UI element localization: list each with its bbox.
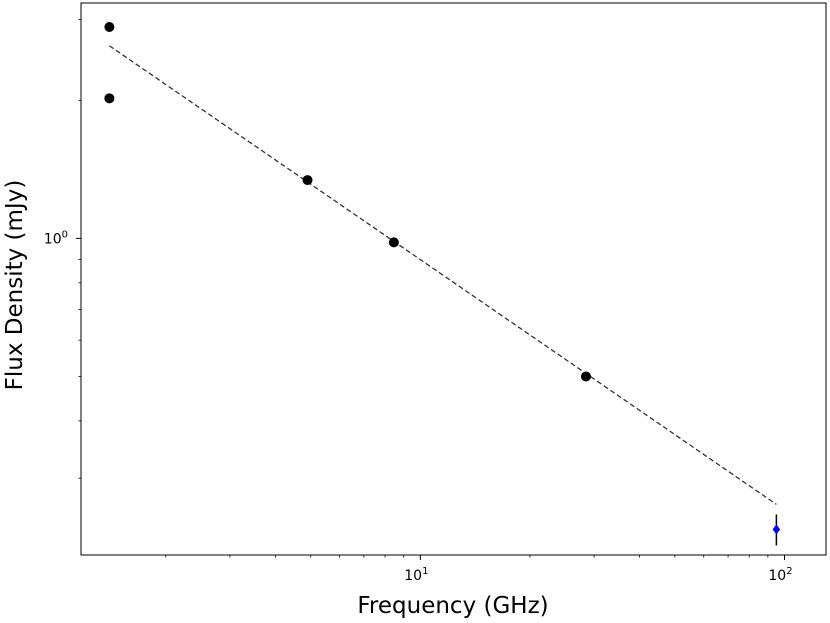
data-point bbox=[388, 237, 399, 248]
data-point bbox=[104, 93, 115, 104]
fit-line-layer bbox=[109, 45, 777, 505]
data-point bbox=[580, 371, 591, 382]
data-point bbox=[302, 175, 313, 186]
y-tick-label: 100 bbox=[44, 229, 68, 247]
fit-line bbox=[109, 45, 777, 505]
data-point bbox=[104, 21, 115, 32]
data-point-diamond bbox=[772, 524, 781, 535]
x-tick-label: 101 bbox=[404, 566, 428, 584]
plot-area bbox=[80, 2, 827, 556]
ticks-layer: 101 102 100 bbox=[44, 19, 793, 584]
x-tick-label: 102 bbox=[768, 566, 792, 584]
points-layer bbox=[104, 21, 781, 546]
x-axis-label: Frequency (GHz) bbox=[357, 593, 548, 619]
y-axis-label: Flux Density (mJy) bbox=[2, 180, 28, 391]
